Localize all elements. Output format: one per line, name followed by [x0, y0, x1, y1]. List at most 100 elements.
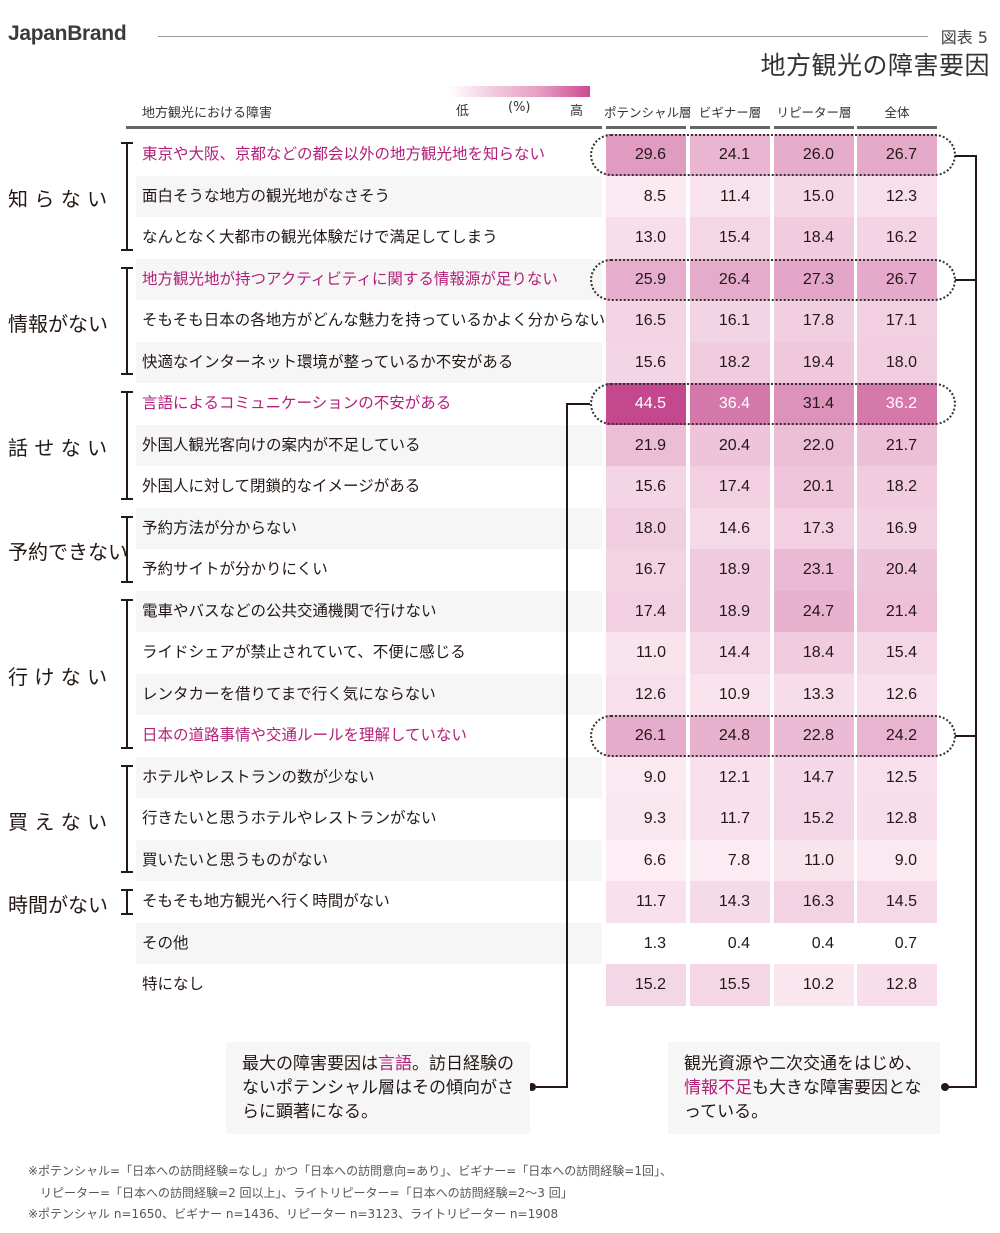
value-cell: 22.8: [774, 715, 854, 757]
connector-info-1: [955, 155, 977, 157]
row-label: 外国人に対して閉鎖的なイメージがある: [142, 477, 421, 495]
category-bracket-cap: [121, 580, 133, 583]
value-cell: 21.9: [606, 424, 686, 466]
connector-dot-left: [528, 1083, 536, 1091]
category-bracket-cap: [121, 912, 133, 915]
column-header-total: 全体: [884, 105, 910, 120]
category-bracket-cap: [121, 142, 133, 144]
row-label: 電車やバスなどの公共交通機関で行けない: [142, 601, 437, 620]
category-label: 知 ら な い: [8, 187, 108, 212]
category-label: 話 せ な い: [8, 436, 108, 461]
value-cell: 19.4: [774, 341, 854, 383]
value-cell: 17.8: [774, 300, 854, 342]
row-label: 予約サイトが分かりにくい: [142, 560, 328, 578]
highlight-outline: [590, 134, 956, 176]
value-cell: 15.2: [606, 964, 686, 1006]
row-label: そもそも地方観光へ行く時間がない: [142, 892, 390, 910]
category-label: 時間がない: [8, 892, 108, 917]
value-cell: 15.0: [774, 175, 854, 217]
category-bracket-cap: [121, 871, 133, 873]
value-cell: 12.6: [857, 673, 937, 715]
category-bracket-cap: [121, 598, 133, 601]
column-header-repeater: リピーター層: [776, 105, 852, 120]
header-rule-col1: [606, 126, 686, 129]
value-cell: 14.4: [690, 632, 770, 674]
value-cell: 24.1: [690, 134, 770, 176]
footnote-definitions-1: ※ポテンシャル=「日本への訪問経験=なし」かつ「日本への訪問意向=あり」、ビギナ…: [28, 1164, 672, 1178]
value-cell: 10.9: [690, 673, 770, 715]
category-bracket-cap: [121, 391, 133, 393]
annotation-information: 観光資源や二次交通をはじめ、情報不足も大きな障害要因となっている。: [668, 1042, 940, 1134]
category-bracket-cap: [121, 746, 133, 749]
row-label: なんとなく大都市の観光体験だけで満足してしまう: [142, 228, 498, 246]
value-cell: 9.3: [606, 798, 686, 840]
category-bracket: [126, 598, 128, 749]
value-cell: 10.2: [774, 964, 854, 1006]
value-cell: 36.4: [690, 383, 770, 425]
value-cell: 16.5: [606, 300, 686, 342]
value-cell: 12.3: [857, 175, 937, 217]
value-cell: 18.9: [690, 590, 770, 632]
color-scale-legend: [448, 86, 590, 97]
value-cell: 17.1: [857, 300, 937, 342]
category-label: 行 け な い: [8, 664, 108, 689]
value-cell: 18.0: [857, 341, 937, 383]
legend-high-label: 高: [570, 104, 584, 119]
value-cell: 36.2: [857, 383, 937, 425]
row-label: 行きたいと思うホテルやレストランがない: [142, 809, 437, 827]
value-cell: 15.4: [690, 217, 770, 259]
category-bracket: [126, 515, 128, 583]
value-cell: 24.2: [857, 715, 937, 757]
row-background: [136, 673, 602, 715]
legend-low-label: 低: [456, 104, 470, 119]
value-cell: 20.4: [857, 549, 937, 591]
annotation-language: 最大の障害要因は言語。訪日経験のないポテンシャル層はその傾向がさらに顕著になる。: [226, 1042, 530, 1134]
value-cell: 21.4: [857, 590, 937, 632]
note-text: 最大の障害要因は: [242, 1054, 378, 1074]
figure-number: 図表 5: [940, 28, 988, 47]
value-cell: 16.9: [857, 507, 937, 549]
column-header-beginner: ビギナー層: [698, 105, 762, 120]
value-cell: 26.7: [857, 258, 937, 300]
value-cell: 12.8: [857, 964, 937, 1006]
category-bracket-cap: [121, 373, 133, 375]
value-cell: 11.0: [774, 839, 854, 881]
header-rule-label: [126, 126, 602, 129]
row-label: 言語によるコミュニケーションの不安がある: [142, 394, 452, 412]
value-cell: 17.3: [774, 507, 854, 549]
row-background: [136, 424, 602, 466]
row-label: ホテルやレストランの数が少ない: [142, 767, 375, 786]
value-cell: 26.1: [606, 715, 686, 757]
highlight-outline: [590, 715, 956, 757]
category-label: 予約できない: [8, 540, 128, 564]
connector-info-foot: [948, 1086, 977, 1088]
value-cell: 13.3: [774, 673, 854, 715]
connector-info-3: [955, 735, 977, 737]
value-cell: 20.1: [774, 466, 854, 508]
row-background: [136, 922, 602, 964]
row-background: [136, 507, 602, 549]
value-cell: 12.8: [857, 798, 937, 840]
row-label: 東京や大阪、京都などの都会以外の地方観光地を知らない: [142, 145, 546, 163]
row-label: 予約方法が分からない: [142, 518, 298, 537]
row-background: [136, 175, 602, 217]
connector-dot-right: [941, 1083, 949, 1091]
value-cell: 22.0: [774, 424, 854, 466]
value-cell: 12.6: [606, 673, 686, 715]
row-label: 外国人観光客向けの案内が不足している: [142, 435, 421, 454]
value-cell: 26.4: [690, 258, 770, 300]
header-rule-col4: [857, 126, 937, 129]
category-bracket-cap: [121, 248, 133, 251]
row-label: 地方観光地が持つアクティビティに関する情報源が足りない: [142, 269, 558, 288]
connector-language-v: [566, 403, 568, 1088]
value-cell: 11.0: [606, 632, 686, 674]
highlight-outline: [590, 258, 956, 301]
value-cell: 23.1: [774, 549, 854, 591]
note-highlight-text: 言語: [378, 1054, 412, 1074]
note-highlight-text: 情報不足: [684, 1078, 752, 1098]
value-cell: 16.3: [774, 881, 854, 923]
value-cell: 18.0: [606, 507, 686, 549]
category-bracket-cap: [121, 266, 133, 269]
value-cell: 26.0: [774, 134, 854, 176]
value-cell: 24.7: [774, 590, 854, 632]
